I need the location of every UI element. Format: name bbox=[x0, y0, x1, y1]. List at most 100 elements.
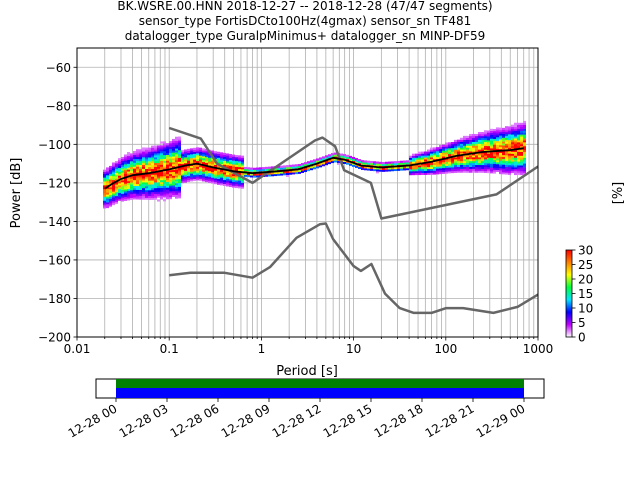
psd-density-cell bbox=[229, 175, 232, 178]
psd-density-cell bbox=[193, 165, 196, 168]
psd-density-cell bbox=[229, 171, 232, 174]
psd-density-cell bbox=[136, 181, 139, 185]
psd-density-cell bbox=[148, 166, 151, 170]
psd-density-cell bbox=[172, 177, 175, 180]
psd-density-cell bbox=[127, 153, 130, 157]
psd-density-cell bbox=[346, 162, 349, 165]
psd-density-cell bbox=[520, 167, 523, 170]
psd-density-cell bbox=[250, 167, 253, 170]
psd-density-cell bbox=[487, 130, 490, 133]
psd-density-cell bbox=[208, 163, 211, 166]
psd-density-cell bbox=[484, 155, 487, 158]
psd-density-cell bbox=[238, 176, 241, 179]
psd-density-cell bbox=[496, 138, 499, 142]
psd-density-cell bbox=[145, 184, 148, 187]
psd-density-cell bbox=[178, 153, 181, 157]
psd-density-cell bbox=[241, 182, 244, 185]
psd-density-cell bbox=[142, 147, 145, 150]
psd-density-cell bbox=[394, 168, 397, 172]
psd-density-cell bbox=[493, 169, 496, 172]
psd-density-cell bbox=[205, 160, 208, 163]
psd-density-cell bbox=[508, 134, 511, 137]
psd-density-cell bbox=[466, 157, 469, 160]
psd-density-cell bbox=[112, 199, 115, 202]
psd-density-cell bbox=[505, 166, 508, 169]
psd-density-cell bbox=[502, 168, 505, 171]
psd-density-cell bbox=[160, 160, 163, 163]
psd-density-cell bbox=[181, 173, 184, 176]
psd-density-cell bbox=[220, 171, 223, 174]
psd-density-cell bbox=[409, 173, 412, 176]
psd-density-cell bbox=[238, 178, 241, 181]
psd-density-cell bbox=[175, 196, 178, 199]
psd-density-cell bbox=[127, 188, 130, 191]
psd-density-cell bbox=[505, 145, 508, 148]
psd-density-cell bbox=[166, 179, 169, 182]
psd-density-cell bbox=[487, 147, 490, 151]
psd-density-cell bbox=[202, 171, 205, 174]
colorbar-tick-label: 30 bbox=[578, 244, 593, 258]
psd-density-cell bbox=[472, 137, 475, 140]
psd-density-cell bbox=[106, 203, 109, 207]
psd-density-cell bbox=[346, 156, 349, 159]
psd-density-cell bbox=[184, 174, 187, 177]
psd-density-cell bbox=[496, 156, 499, 159]
psd-density-cell bbox=[223, 160, 226, 163]
psd-density-cell bbox=[208, 172, 211, 176]
psd-density-cell bbox=[211, 169, 214, 172]
psd-density-cell bbox=[202, 179, 205, 182]
psd-density-cell bbox=[187, 173, 190, 177]
psd-density-cell bbox=[241, 172, 244, 176]
psd-density-cell bbox=[463, 155, 466, 158]
psd-density-cell bbox=[157, 191, 160, 194]
psd-density-cell bbox=[109, 198, 112, 201]
psd-density-cell bbox=[133, 152, 136, 156]
psd-density-cell bbox=[478, 166, 481, 169]
psd-density-cell bbox=[187, 158, 190, 161]
psd-density-cell bbox=[142, 151, 145, 154]
psd-density-cell bbox=[367, 162, 370, 165]
psd-density-cell bbox=[364, 166, 367, 169]
psd-density-cell bbox=[442, 144, 445, 147]
psd-density-cell bbox=[346, 154, 349, 157]
psd-density-cell bbox=[418, 172, 421, 176]
psd-density-cell bbox=[169, 173, 172, 177]
psd-density-cell bbox=[226, 163, 229, 166]
psd-density-cell bbox=[463, 164, 466, 167]
psd-density-cell bbox=[223, 152, 226, 156]
psd-density-cell bbox=[175, 157, 178, 161]
psd-density-cell bbox=[106, 182, 109, 186]
psd-density-cell bbox=[181, 179, 184, 182]
psd-density-cell bbox=[454, 159, 457, 162]
psd-density-cell bbox=[250, 173, 253, 176]
psd-density-cell bbox=[121, 160, 124, 164]
psd-density-cell bbox=[499, 160, 502, 163]
psd-density-cell bbox=[196, 147, 199, 150]
psd-density-cell bbox=[193, 172, 196, 176]
psd-density-cell bbox=[241, 169, 244, 172]
psd-density-cell bbox=[427, 172, 430, 175]
psd-density-cell bbox=[208, 161, 211, 164]
psd-density-cell bbox=[145, 178, 148, 181]
psd-density-cell bbox=[118, 198, 121, 201]
psd-density-cell bbox=[238, 155, 241, 158]
psd-density-cell bbox=[163, 185, 166, 188]
psd-density-cell bbox=[328, 154, 331, 157]
psd-density-cell bbox=[217, 176, 220, 180]
psd-density-cell bbox=[172, 162, 175, 165]
psd-density-cell bbox=[163, 183, 166, 186]
psd-density-cell bbox=[487, 140, 490, 143]
psd-density-cell bbox=[493, 171, 496, 174]
psd-density-cell bbox=[112, 174, 115, 177]
psd-density-cell bbox=[274, 173, 277, 177]
psd-density-cell bbox=[172, 194, 175, 198]
psd-density-cell bbox=[259, 167, 262, 170]
psd-density-cell bbox=[445, 142, 448, 145]
psd-density-cell bbox=[505, 128, 508, 131]
psd-density-cell bbox=[256, 173, 259, 176]
psd-density-cell bbox=[145, 197, 148, 200]
psd-density-cell bbox=[118, 158, 121, 161]
psd-density-cell bbox=[421, 165, 424, 168]
psd-density-cell bbox=[211, 175, 214, 178]
